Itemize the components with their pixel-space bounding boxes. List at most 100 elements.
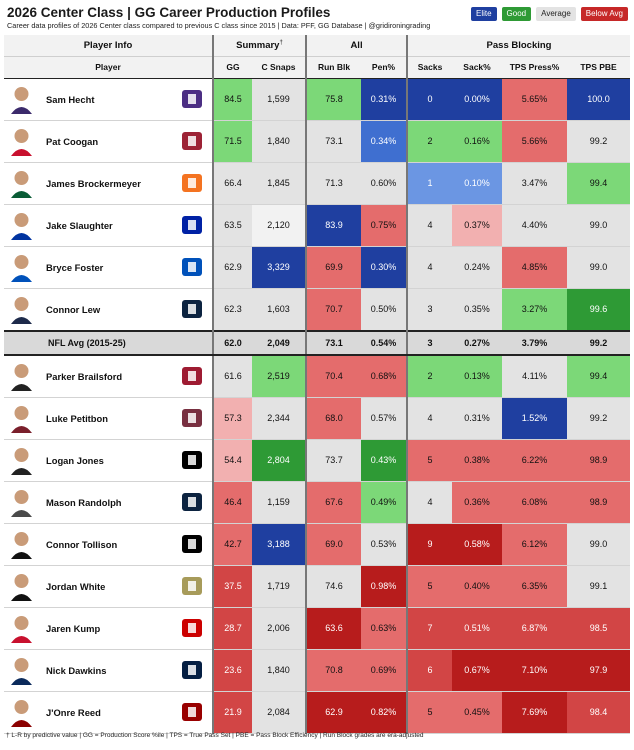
cell-run-blk: 69.0 — [306, 523, 361, 566]
cell-sacks: 4 — [407, 397, 453, 440]
team-logo-icon — [178, 295, 206, 323]
nfl-average-row: NFL Avg (2015-25) 62.0 2,049 73.1 0.54% 3 0.27… — [4, 329, 631, 356]
cell-tps-press: 5.66% — [502, 120, 568, 163]
player-name: Luke Petitbon — [46, 412, 108, 424]
cell-tps-pbe: 100.0 — [567, 78, 631, 121]
cell-gg: 62.9 — [213, 246, 252, 289]
player-cell: Sam Hecht — [4, 78, 214, 121]
team-logo-icon — [178, 362, 206, 390]
cell-tps-pbe: 99.6 — [567, 288, 631, 331]
cell-tps-press: 3.27% — [502, 288, 568, 331]
player-headshot — [9, 210, 34, 240]
table-row: Pat Coogan 71.5 1,840 73.1 0.34% 2 0.16% 5.66% 9… — [4, 120, 631, 163]
player-name: J'Onre Reed — [46, 706, 101, 718]
team-logo-icon — [178, 404, 206, 432]
team-logo-icon — [178, 127, 206, 155]
player-cell: Nick Dawkins — [4, 649, 214, 692]
summary-footnote-mark: † — [279, 39, 283, 46]
cell-run-blk: 70.4 — [306, 354, 361, 398]
player-name: James Brockermeyer — [46, 177, 141, 189]
cell-pen: 0.31% — [361, 78, 409, 121]
cell-pen: 0.60% — [361, 162, 409, 205]
team-logo-icon — [178, 169, 206, 197]
player-headshot — [9, 529, 34, 559]
cell-tps-pbe: 99.4 — [567, 162, 631, 205]
cell-gg: 21.9 — [213, 691, 252, 734]
player-name: Connor Lew — [46, 303, 101, 315]
table-row: Mason Randolph 46.4 1,159 67.6 0.49% 4 0.36% 6.… — [4, 481, 631, 524]
col-header-gg: GG — [213, 56, 252, 79]
cell-c-snaps: 1,599 — [252, 78, 307, 121]
cell-sack-pct: 0.36% — [452, 481, 503, 524]
player-headshot — [9, 613, 34, 643]
cell-tps-press: 6.22% — [502, 439, 568, 482]
cell-c-snaps: 2,084 — [252, 691, 307, 734]
legend-chip-good: Good — [501, 7, 532, 21]
team-logo-icon — [178, 614, 206, 642]
player-cell: James Brockermeyer — [4, 162, 214, 205]
player-headshot — [9, 487, 34, 517]
player-name: Bryce Foster — [46, 261, 104, 273]
cell-run-blk: 75.8 — [306, 78, 361, 121]
group-header-player-info: Player Info — [4, 35, 214, 57]
table-row: Connor Tollison 42.7 3,188 69.0 0.53% 9 0.58% 6… — [4, 523, 631, 566]
table-row: Jordan White 37.5 1,719 74.6 0.98% 5 0.40% 6.35… — [4, 565, 631, 608]
cell-sacks: 5 — [407, 565, 453, 608]
cell-sack-pct: 0.31% — [452, 397, 503, 440]
cell-sacks: 5 — [407, 439, 453, 482]
cell-tps-pbe: 99.0 — [567, 246, 631, 289]
cell-tps-pbe: 99.4 — [567, 354, 631, 398]
team-logo-icon — [178, 572, 206, 600]
cell-run-blk: 83.9 — [306, 204, 361, 247]
team-logo-icon — [178, 253, 206, 281]
cell-gg: 37.5 — [213, 565, 252, 608]
cell-tps-press: 6.08% — [502, 481, 568, 524]
cell-c-snaps: 2,006 — [252, 607, 307, 650]
cell-gg: 71.5 — [213, 120, 252, 163]
cell-tps-pbe: 98.4 — [567, 691, 631, 734]
cell-sacks: 2 — [407, 354, 453, 398]
cell-pen: 0.49% — [361, 481, 409, 524]
avg-cell-sack-pct: 0.27% — [452, 329, 503, 356]
cell-tps-press: 7.69% — [502, 691, 568, 734]
cell-sacks: 4 — [407, 246, 453, 289]
cell-gg: 63.5 — [213, 204, 252, 247]
player-cell: Logan Jones — [4, 439, 214, 482]
player-name: Pat Coogan — [46, 135, 99, 147]
cell-run-blk: 70.8 — [306, 649, 361, 692]
cell-c-snaps: 1,840 — [252, 120, 307, 163]
team-logo-icon — [178, 85, 206, 113]
cell-pen: 0.63% — [361, 607, 409, 650]
cell-tps-press: 1.52% — [502, 397, 568, 440]
cell-sacks: 7 — [407, 607, 453, 650]
cell-gg: 54.4 — [213, 439, 252, 482]
player-name: Mason Randolph — [46, 496, 122, 508]
cell-gg: 57.3 — [213, 397, 252, 440]
cell-run-blk: 67.6 — [306, 481, 361, 524]
team-logo-icon — [178, 446, 206, 474]
cell-pen: 0.68% — [361, 354, 409, 398]
group-header-all: All — [306, 35, 409, 57]
cell-tps-pbe: 99.0 — [567, 204, 631, 247]
player-headshot — [9, 126, 34, 156]
cell-tps-press: 6.12% — [502, 523, 568, 566]
player-headshot — [9, 84, 34, 114]
player-headshot — [9, 403, 34, 433]
cell-tps-press: 4.11% — [502, 354, 568, 398]
cell-sack-pct: 0.45% — [452, 691, 503, 734]
legend-chip-below-avg: Below Avg — [580, 7, 628, 21]
production-table: Player Info Summary† All Pass Blocking P… — [4, 35, 631, 734]
cell-run-blk: 73.7 — [306, 439, 361, 482]
table-row: Connor Lew 62.3 1,603 70.7 0.50% 3 0.35% 3.27% 9… — [4, 288, 631, 331]
cell-c-snaps: 3,329 — [252, 246, 307, 289]
cell-gg: 66.4 — [213, 162, 252, 205]
player-name: Jaren Kump — [46, 622, 101, 634]
col-header-run-blk: Run Blk — [306, 56, 361, 79]
player-name: Nick Dawkins — [46, 664, 107, 676]
cell-tps-press: 3.47% — [502, 162, 568, 205]
group-header-summary-label: Summary — [236, 39, 280, 51]
page-title: 2026 Center Class | GG Career Production… — [7, 5, 331, 20]
avg-cell-sacks: 3 — [407, 329, 453, 356]
color-legend: Elite Good Average Below Avg — [470, 7, 628, 21]
cell-gg: 61.6 — [213, 354, 252, 398]
